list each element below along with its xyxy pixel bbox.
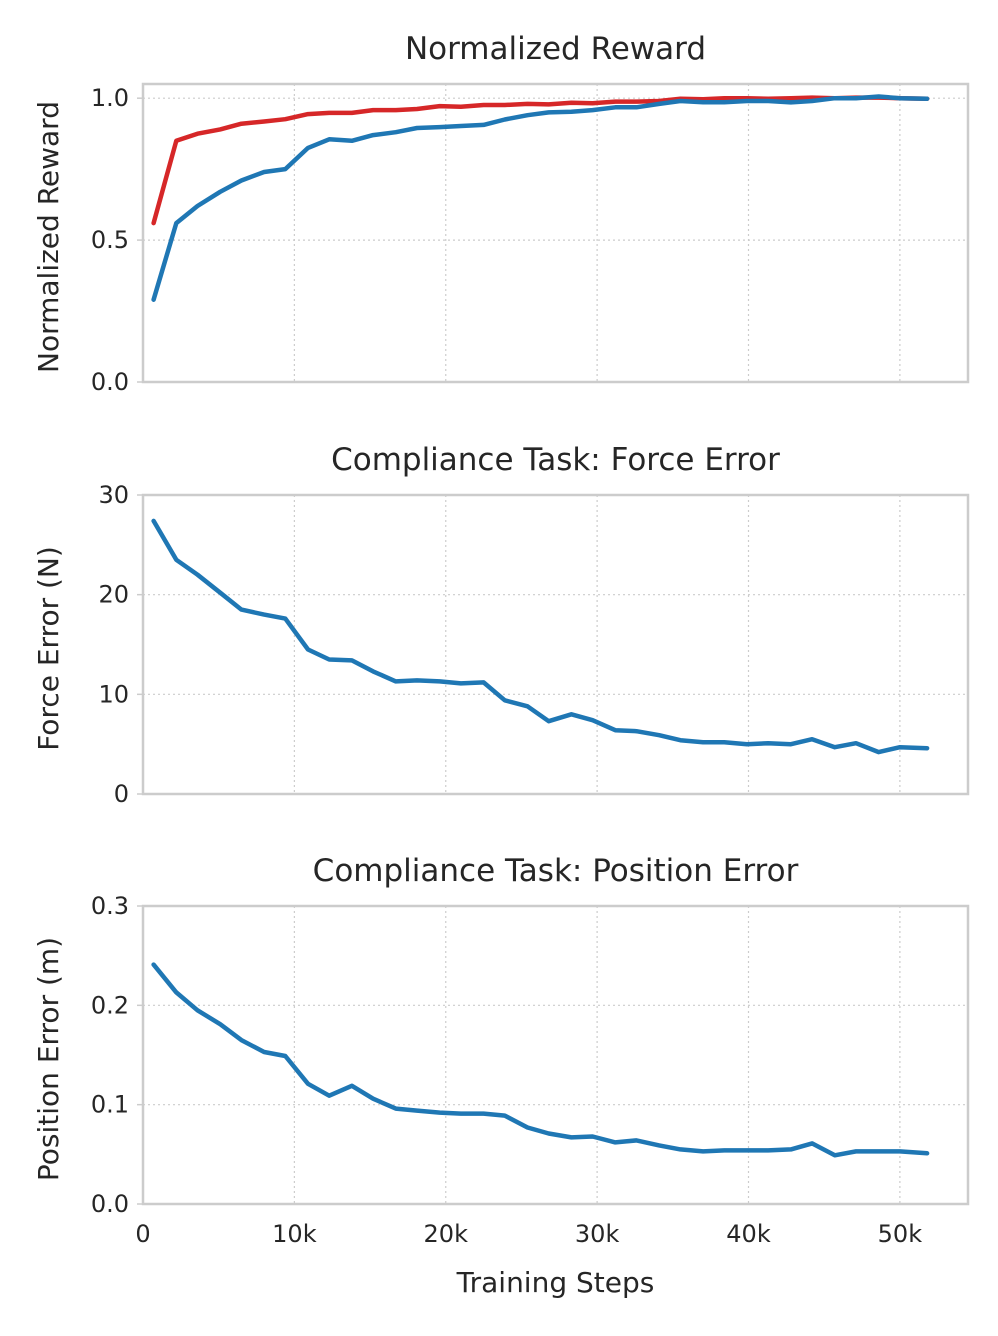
y-tick-label: 20: [98, 581, 129, 609]
y-axis-label: Normalized Reward: [32, 101, 65, 373]
x-tick-label: 30k: [575, 1220, 620, 1248]
series-line: [151, 95, 930, 226]
chart-title: Normalized Reward: [405, 31, 706, 67]
y-tick-label: 0.0: [91, 368, 129, 396]
y-axis-label: Force Error (N): [32, 546, 65, 751]
series-line: [151, 94, 930, 302]
x-tick-label: 20k: [424, 1220, 469, 1248]
y-axis-label: Position Error (m): [32, 937, 65, 1181]
y-tick-label: 0.1: [91, 1091, 129, 1119]
series-line: [151, 962, 930, 1158]
y-tick-label: 1.0: [91, 84, 129, 112]
y-tick-label: 0.0: [91, 1190, 129, 1218]
y-tick-label: 30: [98, 481, 129, 509]
x-tick-label: 10k: [272, 1220, 317, 1248]
x-tick-label: 50k: [878, 1220, 923, 1248]
chart-title: Compliance Task: Force Error: [331, 442, 780, 478]
y-tick-label: 0: [114, 780, 129, 808]
y-tick-label: 0.2: [91, 991, 129, 1019]
plot-frame: [141, 493, 970, 796]
plot-frame: [141, 82, 970, 384]
y-tick-label: 0.3: [91, 892, 129, 920]
x-tick-label: 0: [135, 1220, 150, 1248]
x-tick-label: 40k: [726, 1220, 771, 1248]
y-tick-label: 10: [98, 680, 129, 708]
chart-title: Compliance Task: Position Error: [313, 853, 799, 889]
x-axis-label: Training Steps: [456, 1266, 655, 1299]
series-line: [151, 518, 930, 755]
y-tick-label: 0.5: [91, 226, 129, 254]
plot-frame: [141, 904, 970, 1206]
